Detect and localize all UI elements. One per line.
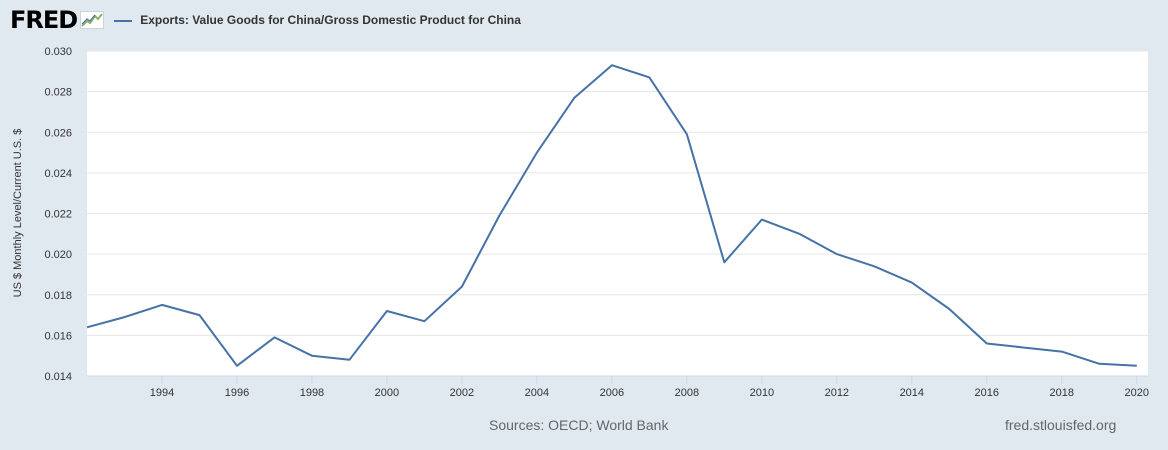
y-tick-label: 0.030 bbox=[44, 46, 72, 58]
y-tick-label: 0.018 bbox=[44, 290, 72, 302]
series-line bbox=[86, 64, 1137, 367]
x-tick-label: 2020 bbox=[1125, 387, 1149, 399]
y-tick-label: 0.014 bbox=[44, 371, 72, 383]
y-tick-label: 0.016 bbox=[44, 330, 72, 342]
fred-logo[interactable]: FRED bbox=[10, 6, 105, 34]
y-tick-label: 0.022 bbox=[44, 209, 72, 221]
x-axis-ticks: 1994 1996 1998 2000 2002 2004 2006 2008 2010 2012… bbox=[87, 375, 1149, 399]
x-tick-label: 2012 bbox=[825, 387, 849, 399]
x-tick-label: 1998 bbox=[300, 387, 324, 399]
y-tick-label: 0.028 bbox=[44, 87, 72, 99]
x-tick-label: 1996 bbox=[225, 387, 249, 399]
x-tick-label: 2006 bbox=[600, 387, 624, 399]
fred-url-link[interactable]: fred.stlouisfed.org bbox=[1005, 417, 1117, 433]
x-tick-label: 2018 bbox=[1050, 387, 1074, 399]
fred-logo-text: FRED bbox=[10, 6, 78, 34]
line-chart: 0.014 0.016 0.018 0.020 0.022 0.024 0.026 0.028… bbox=[12, 46, 1149, 399]
x-tick-label: 1994 bbox=[150, 387, 174, 399]
legend-line-swatch bbox=[114, 19, 133, 22]
y-tick-label: 0.024 bbox=[44, 168, 72, 180]
y-tick-label: 0.026 bbox=[44, 127, 72, 139]
fred-chart-icon bbox=[80, 11, 105, 29]
legend-series-label: Exports: Value Goods for China/Gross Dom… bbox=[140, 13, 521, 27]
x-tick-label: 2014 bbox=[900, 387, 924, 399]
x-tick-label: 2010 bbox=[750, 387, 774, 399]
y-tick-label: 0.020 bbox=[44, 249, 72, 261]
x-tick-label: 2002 bbox=[450, 387, 474, 399]
y-axis-tick-labels: 0.014 0.016 0.018 0.020 0.022 0.024 0.026 0.028… bbox=[44, 46, 72, 383]
x-tick-label: 2008 bbox=[675, 387, 699, 399]
data-points bbox=[86, 65, 1137, 366]
y-axis-label: US $ Monthly Level/Current U.S. $ bbox=[12, 129, 24, 298]
x-tick-label: 2016 bbox=[975, 387, 999, 399]
legend: Exports: Value Goods for China/Gross Dom… bbox=[114, 13, 521, 27]
chart-header: FRED Exports: Value Goods for China/Gros… bbox=[10, 6, 521, 34]
x-tick-label: 2000 bbox=[375, 387, 399, 399]
x-tick-label: 2004 bbox=[525, 387, 549, 399]
sources-text: Sources: OECD; World Bank bbox=[489, 417, 669, 433]
